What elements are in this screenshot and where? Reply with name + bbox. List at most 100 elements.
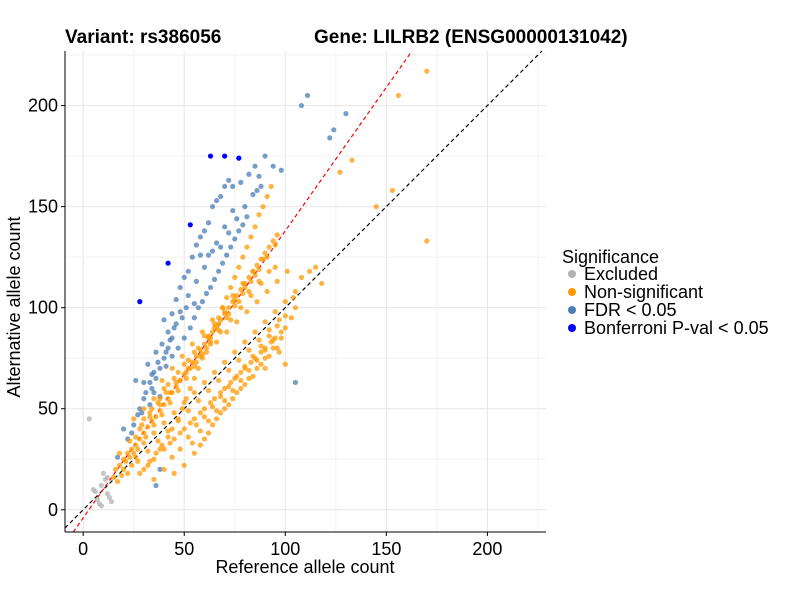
legend-label: FDR < 0.05	[584, 300, 677, 320]
data-point	[264, 288, 270, 295]
data-point	[337, 169, 343, 175]
data-point	[189, 254, 195, 260]
data-point	[151, 430, 157, 436]
data-point	[298, 102, 305, 109]
data-point	[246, 347, 252, 353]
data-point	[256, 212, 262, 218]
data-point	[222, 224, 228, 230]
data-point	[211, 321, 218, 327]
data-point	[238, 369, 244, 375]
data-point	[266, 268, 272, 274]
data-point	[185, 357, 191, 363]
data-point	[171, 470, 177, 476]
data-point	[238, 179, 244, 185]
data-point	[177, 430, 183, 436]
data-point	[193, 353, 199, 359]
data-point	[110, 474, 117, 481]
legend-swatch	[568, 288, 576, 296]
data-point	[250, 268, 256, 274]
data-point	[199, 299, 206, 305]
data-point	[86, 416, 92, 422]
data-point	[282, 299, 288, 305]
x-tick-label: 0	[78, 539, 88, 559]
data-point	[304, 92, 311, 99]
data-point	[131, 422, 137, 428]
data-point	[197, 428, 204, 434]
data-point	[224, 315, 230, 321]
data-point	[222, 385, 228, 392]
data-point	[246, 375, 252, 382]
data-point	[191, 389, 197, 396]
data-point	[169, 426, 175, 432]
data-point	[201, 414, 208, 420]
y-tick-label: 100	[28, 298, 58, 318]
legend-label: Excluded	[584, 264, 658, 284]
data-point	[161, 446, 167, 452]
data-point	[248, 292, 254, 299]
data-point	[195, 345, 201, 351]
data-point	[118, 472, 125, 479]
data-point	[151, 456, 157, 462]
data-point	[236, 264, 242, 270]
data-point	[262, 153, 268, 159]
data-point	[292, 305, 298, 311]
data-point	[349, 157, 355, 163]
data-point	[169, 365, 175, 371]
data-point	[260, 204, 266, 210]
data-point	[232, 274, 238, 280]
data-point	[238, 286, 244, 293]
data-point	[234, 216, 240, 222]
data-point	[313, 264, 319, 270]
data-point	[177, 309, 183, 315]
data-point	[175, 345, 181, 351]
x-tick-label: 150	[371, 539, 401, 559]
data-point	[238, 385, 244, 392]
data-points	[86, 68, 430, 509]
data-point	[163, 349, 169, 355]
x-tick-labels: 0 50 100 150 200	[78, 539, 502, 559]
data-point	[104, 491, 111, 497]
data-point	[133, 434, 139, 440]
data-point	[129, 430, 135, 436]
data-point	[230, 387, 236, 394]
data-point	[226, 402, 232, 408]
data-point	[248, 278, 254, 284]
data-point	[218, 393, 224, 400]
data-point	[127, 438, 133, 444]
data-point	[191, 349, 197, 355]
data-point	[201, 436, 208, 442]
data-point	[276, 349, 282, 355]
data-point	[145, 361, 151, 367]
data-point	[187, 385, 193, 392]
data-point	[282, 313, 288, 319]
data-point	[129, 462, 135, 468]
data-point	[240, 254, 246, 260]
data-point	[112, 466, 119, 472]
data-point	[173, 383, 179, 390]
data-point	[252, 272, 258, 278]
data-point	[242, 381, 248, 388]
data-point	[205, 418, 212, 424]
data-point	[205, 220, 212, 226]
data-point	[272, 309, 278, 315]
data-point	[256, 337, 262, 343]
data-point	[262, 250, 268, 256]
data-point	[143, 389, 149, 396]
y-tick-labels: 0 50 100 150 200	[28, 96, 58, 520]
data-point	[424, 238, 430, 244]
data-point	[254, 187, 260, 194]
data-point	[215, 268, 222, 274]
data-point	[116, 450, 123, 456]
data-point	[155, 400, 161, 406]
data-point	[211, 276, 218, 282]
data-point	[131, 450, 137, 456]
data-point	[266, 333, 272, 339]
data-point	[147, 402, 153, 408]
data-point	[252, 329, 258, 335]
data-point	[104, 474, 111, 481]
data-point	[258, 343, 264, 349]
legend-swatch	[568, 270, 576, 278]
data-point	[181, 274, 187, 280]
data-point	[137, 436, 143, 442]
data-point	[218, 410, 224, 416]
